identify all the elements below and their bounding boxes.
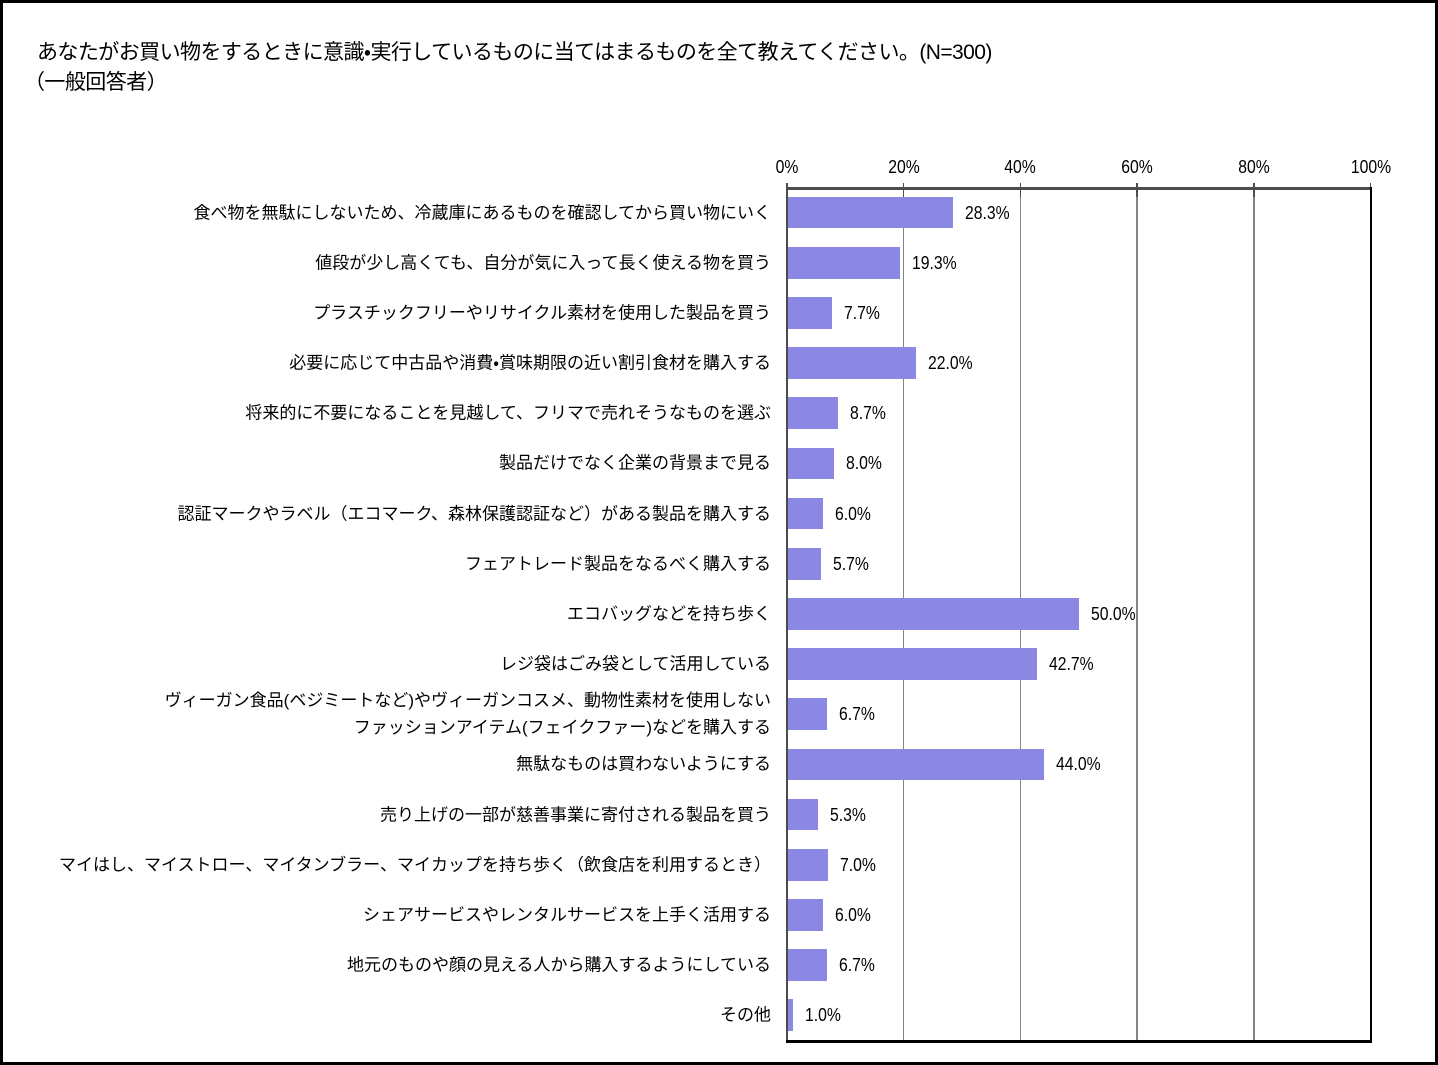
category-label: その他 (720, 1005, 771, 1025)
category-label: フェアトレード製品をなるべく購入する (465, 554, 771, 574)
x-tick-label-100: 100% (1350, 155, 1391, 177)
gridline-60 (1136, 189, 1138, 1041)
value-label: 6.7% (838, 953, 875, 975)
bar (787, 447, 835, 480)
plot-border-left (785, 187, 788, 1041)
value-label: 42.7% (1048, 652, 1094, 674)
bar (787, 297, 833, 329)
value-label: 7.0% (840, 853, 877, 875)
bar (787, 698, 827, 731)
x-tick-label-0: 0% (775, 155, 799, 177)
bar (787, 347, 916, 379)
x-tick-label-80: 80% (1238, 155, 1270, 177)
bar (787, 397, 839, 430)
plot-border-bottom (785, 1040, 1372, 1044)
bar (787, 899, 823, 931)
bar (787, 547, 821, 580)
value-label: 44.0% (1056, 753, 1101, 775)
category-label: ヴィーガン食品(ベジミートなど)やヴィーガンコスメ、動物性素材を使用しない ファ… (164, 691, 771, 738)
gridline-80 (1253, 189, 1255, 1041)
value-label: 22.0% (927, 351, 973, 373)
plot-border-top (785, 187, 1372, 190)
plot-border-right (1369, 187, 1372, 1044)
category-label: レジ袋はごみ袋として活用している (500, 654, 771, 674)
bar (787, 949, 827, 981)
category-label: 地元のものや顔の見える人から購入するようにしている (347, 955, 771, 975)
bar (787, 246, 901, 279)
bar (787, 748, 1045, 781)
category-label: プラスチックフリーやリサイクル素材を使用した製品を買う (313, 303, 771, 323)
category-label: 必要に応じて中古品や消費・賞味期限の近い割引食材を購入する (289, 353, 771, 373)
chart-title: あなたがお買い物をするときに意識・実行しているものに当てはまるものを全て教えてく… (24, 38, 992, 98)
value-label: 19.3% (912, 251, 957, 273)
value-label: 5.7% (832, 552, 869, 574)
bar (787, 648, 1037, 680)
x-tick-label-60: 60% (1121, 155, 1153, 177)
value-label: 7.7% (844, 301, 881, 323)
category-label: 売り上げの一部が慈善事業に寄付される製品を買う (380, 805, 771, 825)
bar (787, 598, 1080, 630)
x-tick-label-20: 20% (887, 155, 920, 177)
value-label: 5.3% (830, 803, 867, 825)
category-label: 将来的に不要になることを見越して、フリマで売れそうなものを選ぶ (245, 403, 771, 423)
value-label: 6.0% (834, 903, 871, 925)
bar (787, 798, 819, 831)
category-label: 認証マークやラベル（エコマーク、森林保護認証など）がある製品を購入する (177, 504, 771, 524)
category-label: 食べ物を無駄にしないため、冷蔵庫にあるものを確認してから買い物にいく (193, 203, 772, 223)
chart-title-line2: （一般回答者） (24, 71, 168, 94)
value-label: 8.0% (846, 452, 883, 474)
value-label: 28.3% (964, 201, 1010, 223)
category-label: マイはし、マイストロー、マイタンブラー、マイカップを持ち歩く（飲食店を利用すると… (59, 855, 771, 875)
bar (787, 196, 953, 229)
chart-title-line1: あなたがお買い物をするときに意識・実行しているものに当てはまるものを全て教えてく… (37, 41, 992, 64)
x-tick-label-40: 40% (1004, 155, 1037, 177)
category-label: シェアサービスやレンタルサービスを上手く活用する (363, 905, 771, 925)
category-label: 値段が少し高くても、自分が気に入って長く使える物を買う (315, 253, 771, 273)
category-label: エコバッグなどを持ち歩く (567, 604, 771, 624)
bar (787, 848, 829, 881)
value-label: 1.0% (805, 1003, 842, 1025)
category-label: 製品だけでなく企業の背景まで見る (499, 453, 771, 473)
category-label: 無駄なものは買わないようにする (516, 754, 771, 774)
bar (787, 497, 823, 530)
bar (787, 999, 794, 1031)
value-label: 8.7% (850, 401, 887, 423)
value-label: 6.0% (834, 502, 871, 524)
value-label: 6.7% (838, 702, 875, 724)
value-label: 50.0% (1091, 602, 1136, 624)
